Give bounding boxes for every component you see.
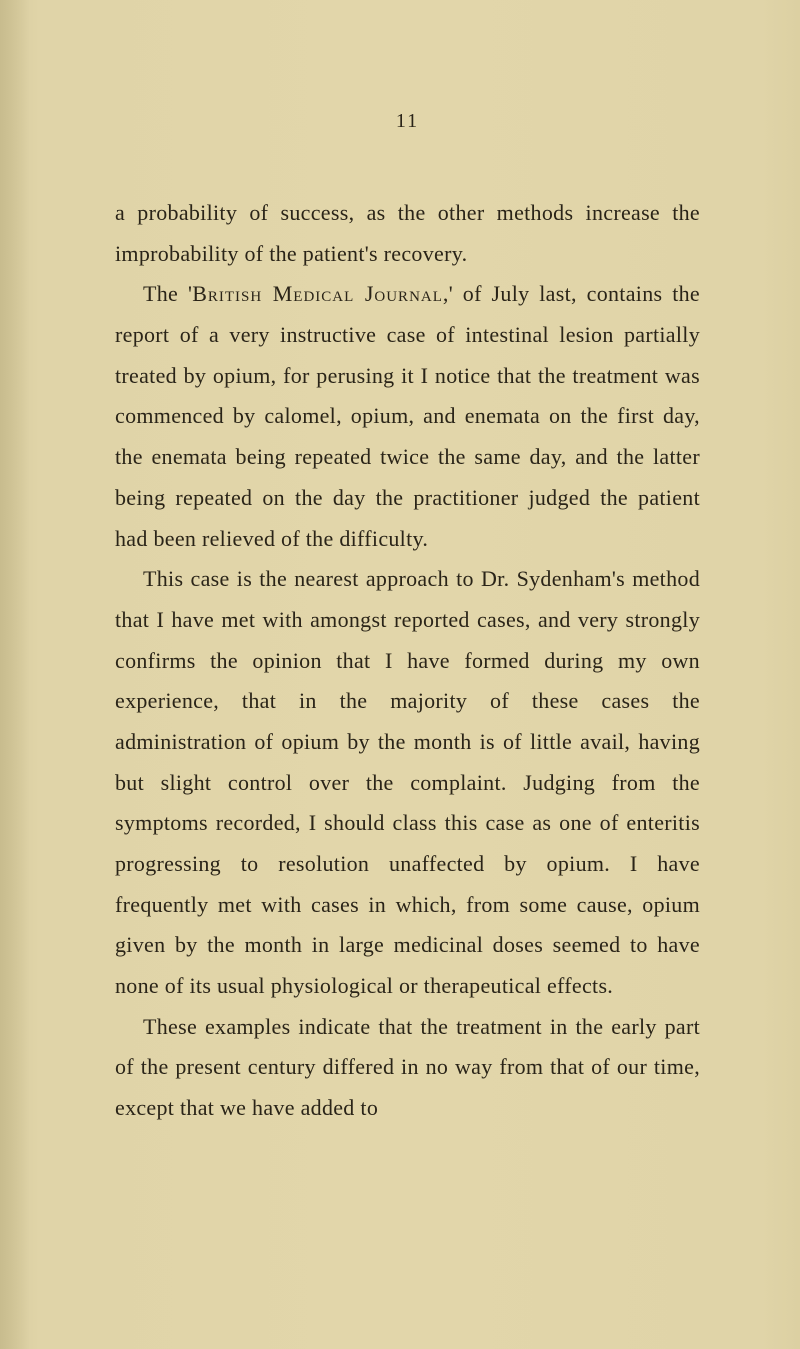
text-segment: The ' <box>143 281 192 306</box>
document-page: 11 a probability of success, as the othe… <box>0 0 800 1349</box>
paragraph: a probability of success, as the other m… <box>115 193 700 274</box>
paragraph: The 'British Medical Journal,' of July l… <box>115 274 700 559</box>
text-segment: These examples indicate that the treatme… <box>115 1014 700 1120</box>
text-segment: This case is the nearest approach to Dr.… <box>115 566 700 998</box>
page-number: 11 <box>115 110 700 133</box>
paragraph: These examples indicate that the treatme… <box>115 1007 700 1129</box>
body-text-container: a probability of success, as the other m… <box>115 193 700 1129</box>
text-segment: British Medical Journal <box>192 281 443 306</box>
text-segment: ,' of July last, contains the report of … <box>115 281 700 550</box>
paragraph: This case is the nearest approach to Dr.… <box>115 559 700 1007</box>
text-segment: a probability of success, as the other m… <box>115 200 700 266</box>
